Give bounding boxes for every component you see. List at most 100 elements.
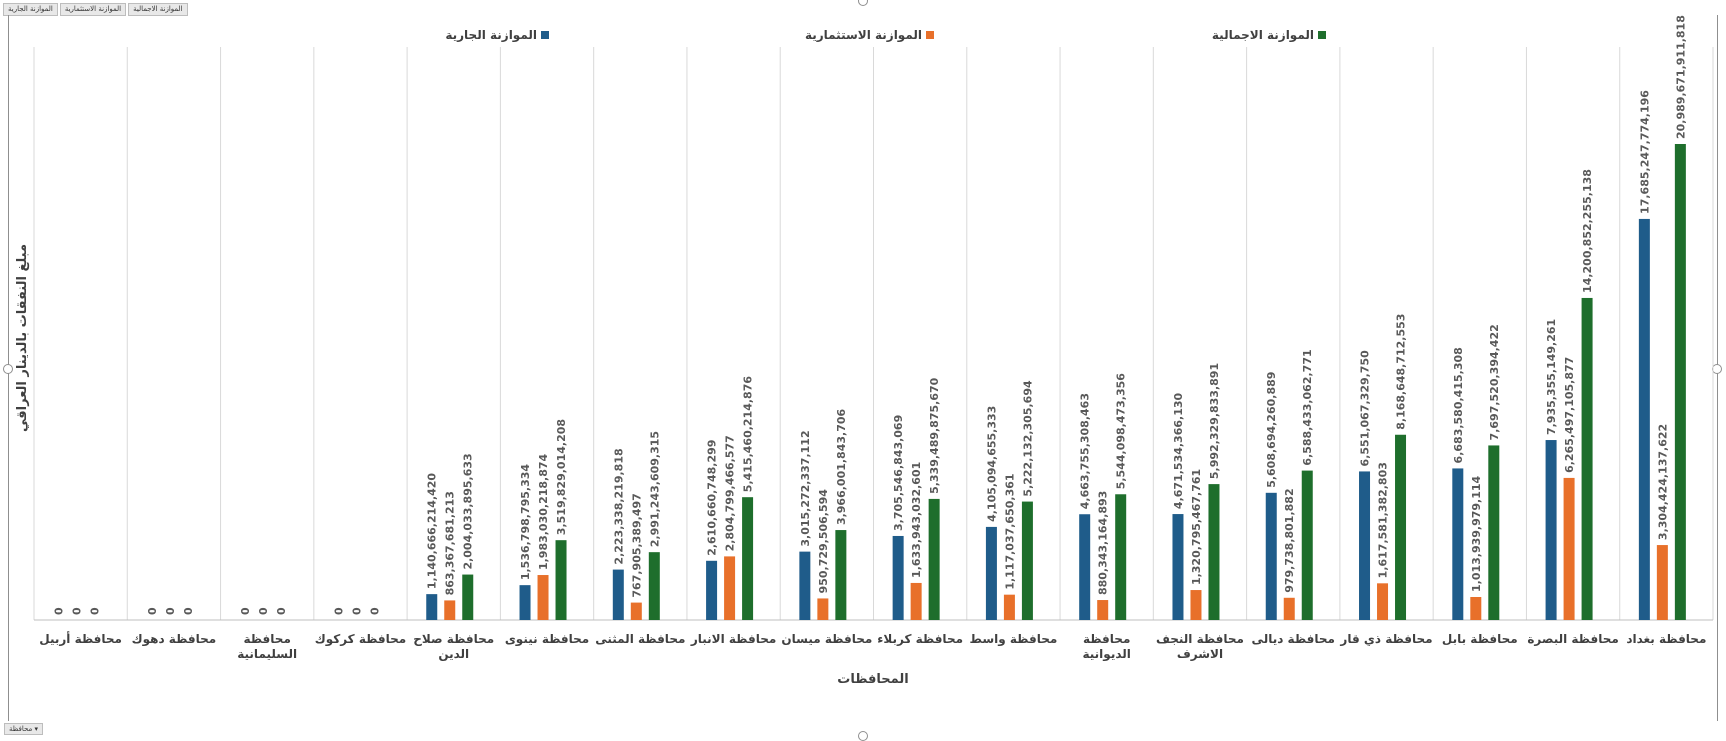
category-label: محافظة ميسان — [781, 632, 872, 646]
category-label: محافظة بابل — [1442, 632, 1518, 646]
data-label: 3,015,272,337,112 — [799, 430, 812, 546]
data-label: 4,671,534,366,130 — [1172, 392, 1185, 509]
bar — [1488, 445, 1499, 620]
bar — [1639, 219, 1650, 620]
data-label: 767,905,389,497 — [630, 493, 643, 597]
bar — [1470, 597, 1481, 620]
bar — [1564, 478, 1575, 620]
bar — [556, 540, 567, 620]
data-label: 20,989,671,911,818 — [1674, 15, 1687, 139]
data-label: 7,697,520,394,422 — [1488, 324, 1501, 440]
category-label: محافظة ديالى — [1252, 632, 1335, 646]
bar — [462, 575, 473, 620]
bar — [1675, 144, 1686, 620]
category-label: الدين — [438, 647, 469, 661]
legend-label: الموازنة الاستثمارية — [805, 28, 922, 43]
bar — [911, 583, 922, 620]
category-label: محافظة — [1083, 632, 1130, 646]
data-label: 2,223,338,219,818 — [612, 448, 625, 564]
data-label: 6,683,580,415,308 — [1452, 347, 1465, 463]
category-label: محافظة صلاح — [413, 632, 494, 646]
y-axis-title: مبلغ النفقات بالدينار العراقي — [15, 244, 30, 432]
bar — [1284, 598, 1295, 620]
data-label: 17,685,247,774,196 — [1638, 90, 1651, 214]
data-label: 3,519,829,014,208 — [555, 419, 568, 535]
data-label: 6,588,433,062,771 — [1301, 349, 1314, 465]
data-label: 2,804,799,466,577 — [724, 435, 737, 551]
category-label: محافظة الانبار — [690, 632, 776, 646]
data-label: 0 — [164, 607, 177, 615]
bar — [1395, 435, 1406, 620]
category-label: محافظة أربيل — [39, 631, 122, 646]
data-label: 5,415,460,214,876 — [742, 376, 755, 493]
data-label: 5,608,694,260,889 — [1265, 372, 1278, 488]
data-label: 5,339,489,875,670 — [928, 377, 941, 494]
data-label: 2,004,033,895,633 — [462, 453, 475, 569]
x-axis-title: المحافظات — [837, 672, 908, 687]
data-label: 0 — [275, 607, 288, 615]
data-label: 3,705,546,843,069 — [892, 415, 905, 531]
data-label: 5,992,329,833,891 — [1208, 363, 1221, 479]
bar — [444, 600, 455, 620]
data-label: 1,013,939,979,114 — [1470, 475, 1483, 592]
bar — [1190, 590, 1201, 620]
data-label: 0 — [332, 607, 345, 615]
data-label: 3,966,001,843,706 — [835, 408, 848, 525]
category-label: محافظة ذي قار — [1339, 632, 1432, 646]
category-label: الاشرف — [1177, 647, 1223, 661]
data-label: 0 — [257, 607, 270, 615]
data-label: 7,935,355,149,261 — [1545, 319, 1558, 435]
data-label: 2,610,660,748,299 — [706, 440, 719, 556]
bar-chart: مبلغ النفقات بالدينار العراقي المحافظات … — [0, 0, 1726, 737]
bar — [1266, 493, 1277, 620]
data-label: 4,105,094,655,333 — [985, 406, 998, 522]
data-label: 6,551,067,329,750 — [1359, 350, 1372, 467]
data-label: 8,168,648,712,553 — [1395, 314, 1408, 430]
bar — [1377, 583, 1388, 620]
bar — [1452, 468, 1463, 620]
legend-marker — [1318, 31, 1326, 39]
data-label: 0 — [182, 607, 195, 615]
category-label: محافظة دهوك — [132, 632, 217, 647]
bar — [1582, 298, 1593, 620]
category-label: محافظة — [243, 632, 290, 646]
category-label: الديوانية — [1083, 647, 1131, 662]
category-label: محافظة بغداد — [1626, 632, 1706, 646]
bar — [1097, 600, 1108, 620]
data-label: 1,983,030,218,874 — [537, 453, 550, 570]
data-label: 3,304,424,137,622 — [1656, 424, 1669, 540]
bar — [929, 499, 940, 620]
bar — [613, 570, 624, 620]
bar — [1004, 595, 1015, 620]
legend-marker — [541, 31, 549, 39]
bar — [1208, 484, 1219, 620]
data-label: 6,265,497,105,877 — [1563, 357, 1576, 473]
data-label: 880,343,164,893 — [1097, 491, 1110, 595]
category-label: محافظة النجف — [1156, 632, 1244, 646]
bar — [817, 598, 828, 620]
bar — [520, 585, 531, 620]
bar — [1546, 440, 1557, 620]
data-label: 0 — [350, 607, 363, 615]
category-label: محافظة نينوى — [505, 632, 589, 647]
data-label: 950,729,506,594 — [817, 489, 830, 594]
data-label: 1,617,581,382,803 — [1377, 462, 1390, 578]
data-label: 1,320,795,467,761 — [1190, 469, 1203, 585]
bar — [1079, 514, 1090, 620]
legend-label: الموازنة الجارية — [445, 28, 537, 43]
data-label: 5,222,132,305,694 — [1021, 380, 1034, 497]
bar — [986, 527, 997, 620]
category-label: السليمانية — [237, 647, 297, 661]
bar — [426, 594, 437, 620]
bar — [1115, 494, 1126, 620]
data-label: 1,117,037,650,361 — [1003, 473, 1016, 589]
data-label: 0 — [71, 607, 84, 615]
legend-marker — [926, 31, 934, 39]
data-label: 2,991,243,609,315 — [648, 431, 661, 547]
data-label: 1,633,943,032,601 — [910, 462, 923, 578]
bar — [724, 556, 735, 620]
bar — [799, 552, 810, 620]
bar — [1302, 471, 1313, 620]
bar — [1359, 471, 1370, 620]
bar — [538, 575, 549, 620]
